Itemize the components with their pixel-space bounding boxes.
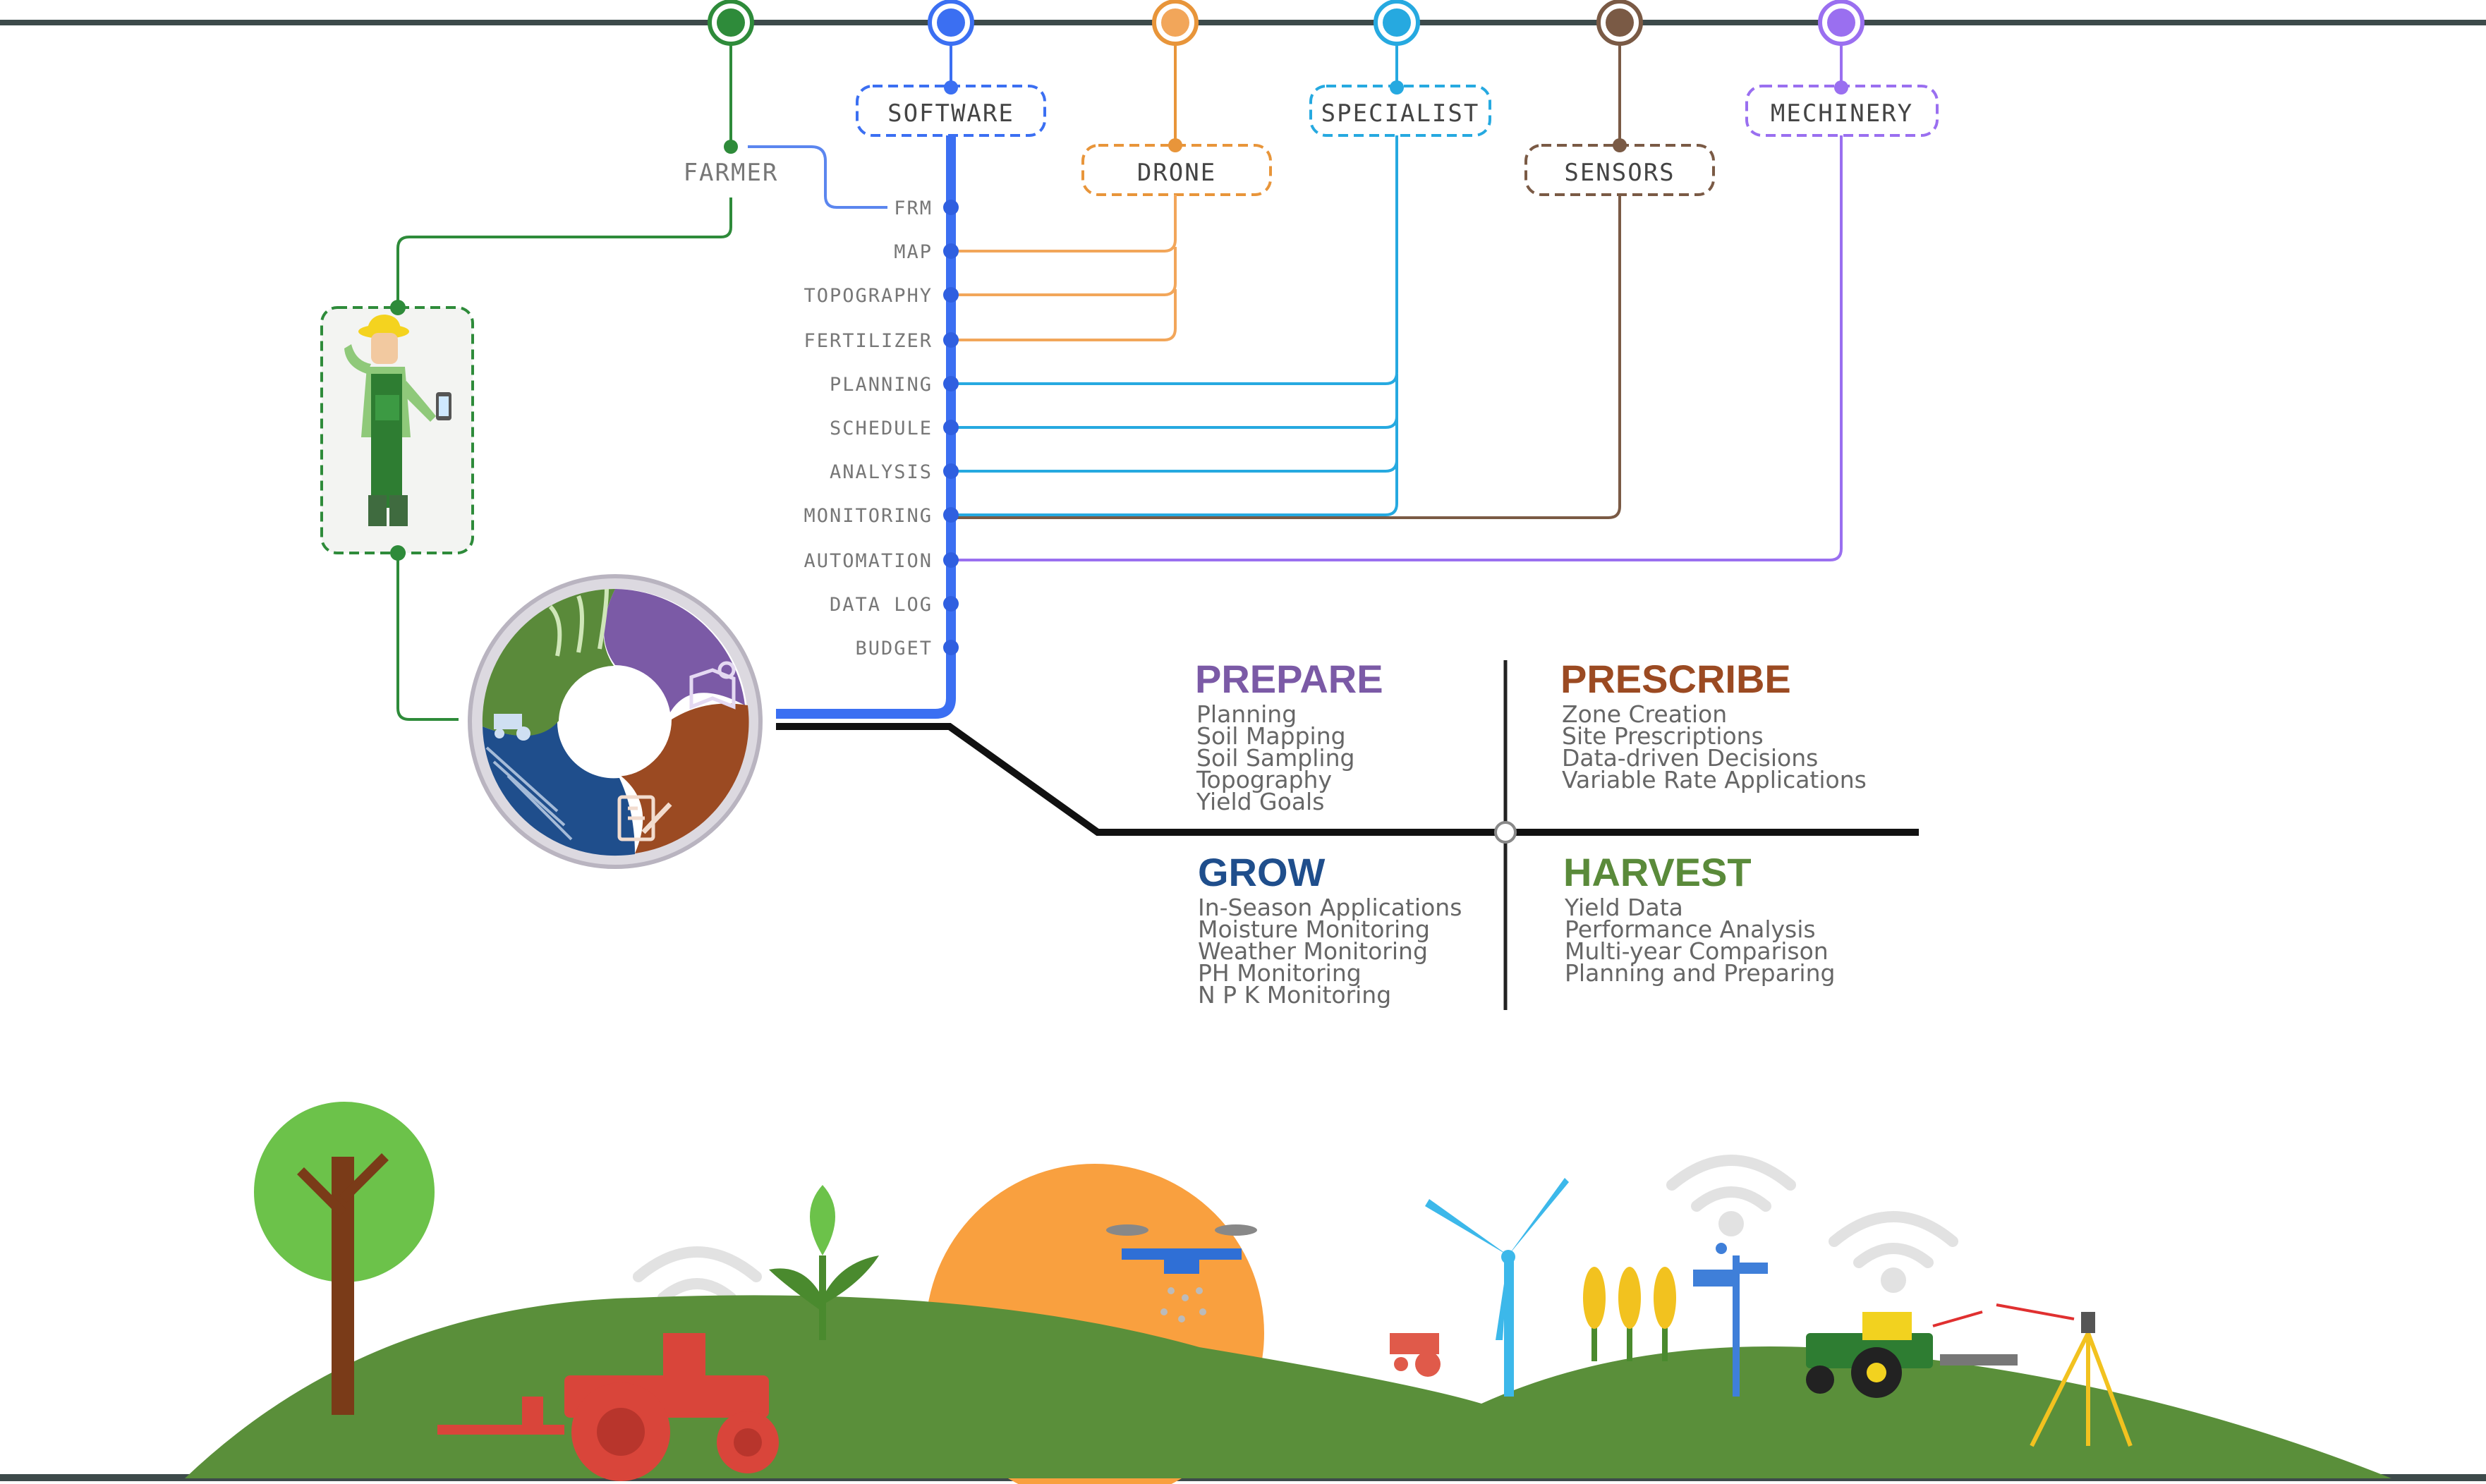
label-software: SOFTWARE xyxy=(887,99,1014,128)
prescribe-item: Variable Rate Applications xyxy=(1562,766,1867,793)
software-item-planning: PLANNING xyxy=(830,374,933,396)
grow-item: Weather Monitoring xyxy=(1198,937,1428,965)
grow-item: Moisture Monitoring xyxy=(1198,916,1430,943)
grow-item: PH Monitoring xyxy=(1198,959,1362,987)
prepare-item: Yield Goals xyxy=(1196,788,1324,815)
software-item-map: MAP xyxy=(894,241,933,263)
harvest-item: Multi-year Comparison xyxy=(1565,937,1829,965)
software-item-data-log: DATA LOG xyxy=(830,594,933,616)
corn-icon xyxy=(1583,1267,1676,1361)
wind-turbine-icon xyxy=(1425,1178,1569,1397)
prepare-item: Soil Mapping xyxy=(1196,722,1346,750)
harvest-item: Yield Data xyxy=(1564,894,1683,921)
harvest-item: Planning and Preparing xyxy=(1565,959,1835,987)
wheat-icon xyxy=(548,588,609,657)
weather-station-icon xyxy=(1693,1243,1768,1397)
software-item-topography: TOPOGRAPHY xyxy=(804,285,933,307)
label-specialist: SPECIALIST xyxy=(1321,99,1480,128)
farmer-icon xyxy=(344,315,451,526)
top-node-farmer xyxy=(708,0,754,46)
grow-item: N P K Monitoring xyxy=(1198,981,1391,1009)
tractor-icon xyxy=(494,714,530,741)
landscape-illustration xyxy=(185,1102,2391,1484)
grow-item: In-Season Applications xyxy=(1198,894,1462,921)
top-node-sensors xyxy=(1596,0,1643,46)
map-pin-icon xyxy=(689,661,736,710)
top-node-specialist xyxy=(1374,0,1420,46)
software-item-analysis: ANALYSIS xyxy=(830,461,933,483)
prescribe-item: Data-driven Decisions xyxy=(1562,744,1818,772)
red-tractor-icon xyxy=(437,1333,779,1481)
laser-arrow-icon xyxy=(1932,1303,2075,1327)
software-item-monitoring: MONITORING xyxy=(804,505,933,527)
top-node-software xyxy=(928,0,974,46)
top-node-machinery xyxy=(1818,0,1864,46)
prescribe-item: Zone Creation xyxy=(1562,700,1727,728)
farmer-card xyxy=(320,300,474,561)
software-item-frm: FRM xyxy=(894,197,933,219)
prepare-item: Topography xyxy=(1196,766,1332,793)
label-machinery: MECHINERY xyxy=(1771,99,1913,128)
top-timeline-bar xyxy=(0,20,2486,25)
wifi-icon xyxy=(1666,1155,1796,1236)
small-tractor-icon xyxy=(1390,1333,1441,1377)
label-sensors: SENSORS xyxy=(1564,159,1675,187)
sprout-icon xyxy=(769,1185,879,1340)
harvest-item: Performance Analysis xyxy=(1565,916,1816,943)
software-item-automation: AUTOMATION xyxy=(804,550,933,572)
quadrant-prescribe-title: PRESCRIBE xyxy=(1560,657,1791,701)
software-item-budget: BUDGET xyxy=(855,638,933,659)
prescription-icon xyxy=(617,795,672,841)
quadrant-harvest-title: HARVEST xyxy=(1563,850,1752,894)
label-drone: DRONE xyxy=(1137,159,1216,187)
tree-icon xyxy=(254,1102,435,1415)
wifi-icon xyxy=(1829,1211,1958,1293)
top-node-drone xyxy=(1152,0,1199,46)
label-farmer: FARMER xyxy=(684,159,779,187)
drone-icon xyxy=(1106,1224,1257,1322)
survey-tripod-icon xyxy=(2030,1312,2133,1447)
green-tractor-icon xyxy=(1806,1312,2018,1398)
software-item-fertilizer: FERTILIZER xyxy=(804,330,933,352)
quadrant-prepare-title: PREPARE xyxy=(1195,657,1383,701)
quadrant-grow-title: GROW xyxy=(1198,850,1326,894)
prescribe-item: Site Prescriptions xyxy=(1562,722,1764,750)
farming-cycle-wheel xyxy=(468,574,763,869)
prepare-item: Soil Sampling xyxy=(1196,744,1354,772)
software-item-schedule: SCHEDULE xyxy=(830,418,933,439)
prepare-item: Planning xyxy=(1196,700,1297,728)
